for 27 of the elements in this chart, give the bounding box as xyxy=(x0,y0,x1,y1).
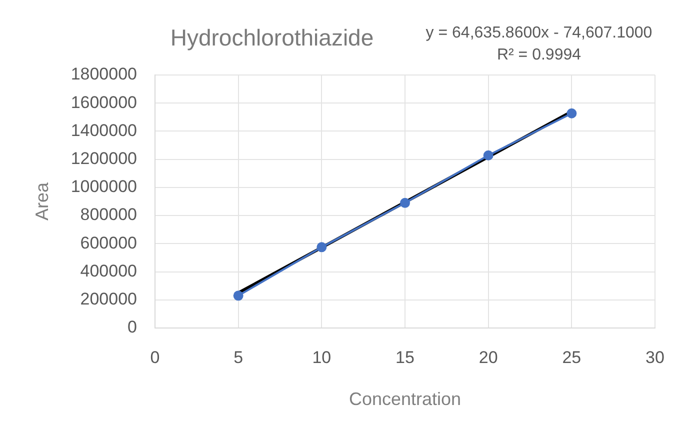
y-tick-label: 1400000 xyxy=(70,120,137,140)
y-tick-label: 1200000 xyxy=(70,149,137,168)
y-tick-label: 0 xyxy=(128,318,137,337)
y-tick-label: 1600000 xyxy=(70,92,137,112)
text: y = 64,635.8600x - 74,607.1000 xyxy=(426,24,652,42)
point xyxy=(233,290,244,301)
x-tick-label: 5 xyxy=(234,348,244,367)
point xyxy=(483,150,494,160)
y-axis-title: Area xyxy=(32,182,52,221)
y-tick-label: 1000000 xyxy=(70,177,137,196)
point xyxy=(316,242,327,252)
y-tick-label: 1800000 xyxy=(70,64,137,84)
x-tick-label: 15 xyxy=(396,348,414,367)
x-tick-label: 30 xyxy=(646,348,664,367)
chart-title: Hydrochlorothiazide xyxy=(170,24,374,50)
x-tick-label: 20 xyxy=(478,348,498,367)
y-tick-label: 200000 xyxy=(80,290,137,309)
x-axis-title: Concentration xyxy=(348,389,462,410)
y-tick-label: 400000 xyxy=(80,261,137,280)
point xyxy=(400,198,410,208)
y-tick-label: 800000 xyxy=(80,205,137,224)
x-tick-label: 10 xyxy=(312,348,332,367)
x-tick-label: 25 xyxy=(562,348,582,367)
point xyxy=(566,108,577,118)
x-tick-label: 0 xyxy=(150,348,160,367)
y-tick-label: 600000 xyxy=(80,233,137,252)
text: R² = 0.9994 xyxy=(496,46,582,64)
